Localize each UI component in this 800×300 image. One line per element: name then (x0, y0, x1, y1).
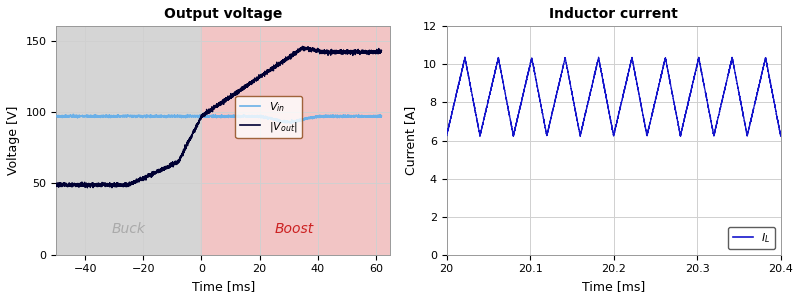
Title: Output voltage: Output voltage (164, 7, 282, 21)
Bar (202, 26, 390, 255)
Legend: $V_{in}$, $|V_{out}|$: $V_{in}$, $|V_{out}|$ (235, 96, 302, 138)
Y-axis label: Current [A]: Current [A] (404, 106, 417, 175)
Text: Boost: Boost (274, 222, 314, 236)
Y-axis label: Voltage [V]: Voltage [V] (7, 106, 20, 175)
X-axis label: Time [ms]: Time [ms] (192, 280, 255, 293)
Legend: $I_L$: $I_L$ (728, 226, 775, 249)
X-axis label: Time [ms]: Time [ms] (582, 280, 646, 293)
Bar (56, 26, 202, 255)
Title: Inductor current: Inductor current (549, 7, 678, 21)
Text: Buck: Buck (112, 222, 146, 236)
